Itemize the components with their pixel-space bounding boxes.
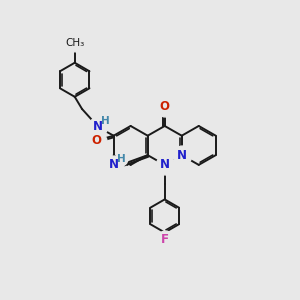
- Text: N: N: [160, 158, 170, 171]
- Text: F: F: [161, 233, 169, 246]
- Text: H: H: [117, 154, 126, 164]
- Text: N: N: [93, 120, 103, 133]
- Text: N: N: [177, 148, 187, 162]
- Text: CH₃: CH₃: [65, 38, 84, 48]
- Text: N: N: [109, 158, 119, 171]
- Text: O: O: [160, 100, 170, 113]
- Text: O: O: [92, 134, 102, 147]
- Text: H: H: [101, 116, 110, 126]
